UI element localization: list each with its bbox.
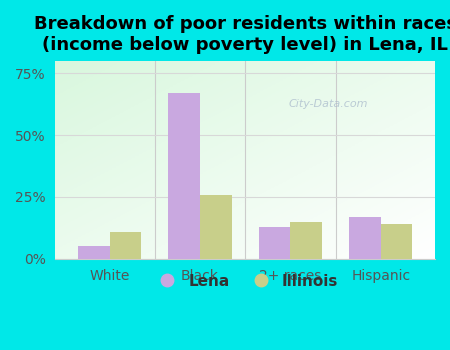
Bar bbox=[168, 93, 200, 259]
Bar bbox=[290, 222, 322, 259]
Bar bbox=[200, 195, 232, 259]
Bar bbox=[349, 217, 381, 259]
Bar bbox=[381, 224, 412, 259]
Title: Breakdown of poor residents within races
(income below poverty level) in Lena, I: Breakdown of poor residents within races… bbox=[34, 15, 450, 54]
Bar bbox=[110, 232, 141, 259]
Legend: Lena, Illinois: Lena, Illinois bbox=[146, 267, 344, 295]
Bar bbox=[78, 246, 110, 259]
Bar bbox=[259, 227, 290, 259]
Text: City-Data.com: City-Data.com bbox=[289, 99, 369, 110]
